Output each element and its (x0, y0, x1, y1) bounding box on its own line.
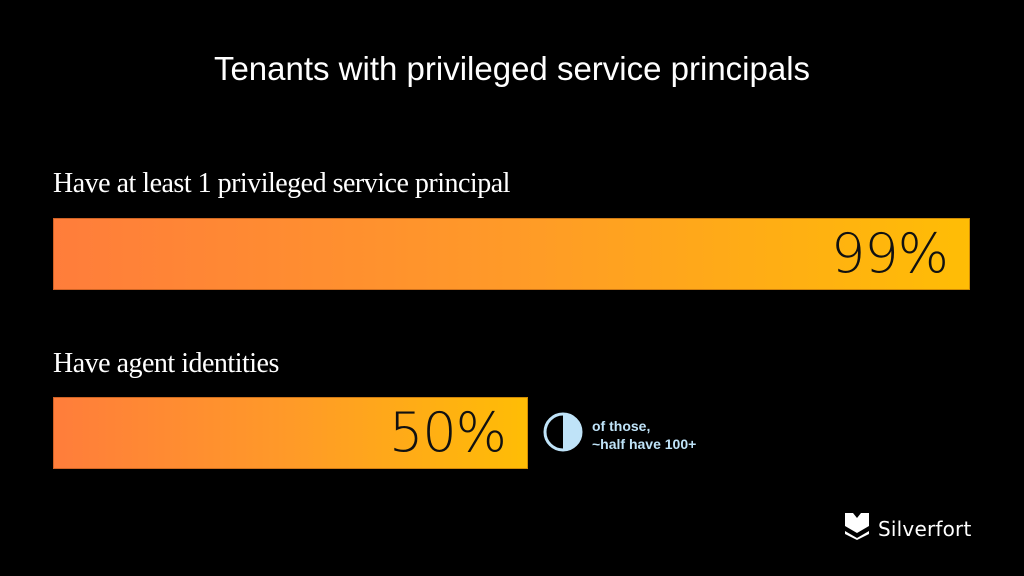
note-line-2: ~half have 100+ (592, 435, 697, 452)
brand-logo: Silverfort (844, 512, 972, 545)
half-circle-icon (542, 411, 584, 458)
row-label-agent-identities: Have agent identities (53, 348, 279, 379)
bar-value-privileged: 99% (830, 222, 949, 285)
silverfort-chevron-logo-icon (844, 512, 870, 545)
bar-privileged: 99% (53, 218, 970, 290)
bar-value-agent-identities: 50% (388, 401, 507, 464)
row-label-privileged: Have at least 1 privileged service princ… (53, 168, 510, 199)
annotation-note: of those, ~half have 100+ (542, 411, 696, 458)
chart-title: Tenants with privileged service principa… (213, 50, 811, 87)
brand-name: Silverfort (878, 516, 972, 541)
bar-agent-identities: 50% (53, 397, 528, 469)
note-line-1: of those, (592, 417, 651, 434)
